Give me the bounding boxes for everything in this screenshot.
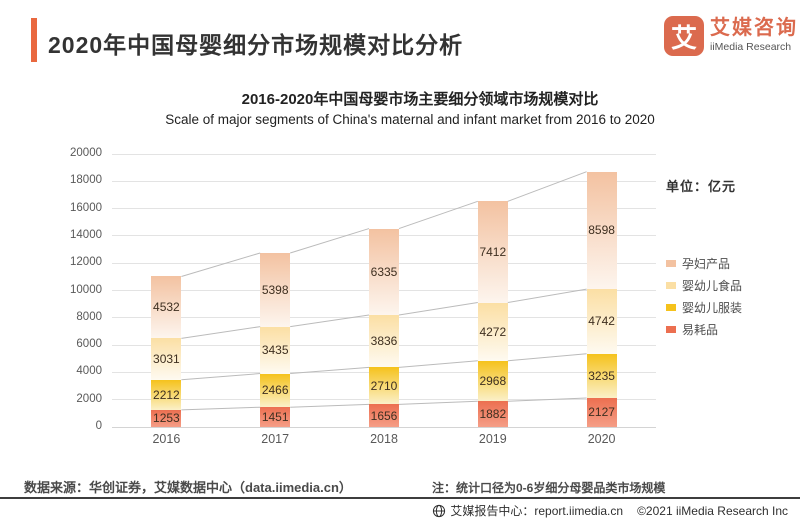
y-tick-label: 8000	[76, 310, 102, 323]
bar-value-label: 3836	[370, 334, 398, 349]
chart-title: 2016-2020年中国母婴市场主要细分领域市场规模对比	[241, 91, 599, 108]
bar-value-label: 2212	[153, 387, 180, 402]
y-tick-label: 14000	[70, 228, 102, 241]
bar-value-label: 1451	[261, 410, 289, 425]
y-tick-label: 20000	[70, 147, 102, 159]
chart-subtitle: Scale of major segments of China's mater…	[165, 112, 655, 127]
legend-item: 易耗品	[666, 318, 742, 340]
bar-segment: 1253	[151, 409, 182, 427]
bar-segment: 7412	[477, 201, 508, 303]
y-tick-label: 6000	[76, 338, 102, 351]
page-title: 2020年中国母婴细分市场规模对比分析	[48, 32, 464, 58]
bar-segment: 4272	[477, 302, 508, 361]
y-tick-label: 18000	[70, 174, 102, 187]
bar-segment: 1882	[477, 401, 508, 427]
gridline	[112, 426, 656, 428]
x-tick-label: 2017	[261, 432, 290, 446]
iimedia-logo-icon: 艾	[664, 16, 704, 56]
bar-value-label: 4742	[588, 314, 615, 329]
x-tick-label: 2018	[370, 432, 398, 446]
bar-segment: 4742	[586, 289, 617, 354]
copyright-text: ©2021 iiMedia Research Inc	[637, 503, 788, 518]
legend: 孕妇产品 婴幼儿食品 婴幼儿服装 易耗品	[666, 252, 742, 340]
bar-value-label: 4272	[479, 324, 507, 339]
iimedia-logo: 艾 艾媒咨询 iiMedia Research	[664, 16, 798, 56]
logo-text: 艾媒咨询 iiMedia Research	[710, 16, 798, 53]
statistics-note: 注：统计口径为0-6岁细分母婴品类市场规模	[432, 481, 666, 495]
bar-segment: 2212	[151, 379, 182, 410]
legend-item: 婴幼儿服装	[666, 296, 742, 318]
footer-bar: 艾媒报告中心：report.iimedia.cn ©2021 iiMedia R…	[432, 502, 788, 519]
bar-value-label: 2968	[479, 374, 507, 389]
report-center-link[interactable]: 艾媒报告中心：report.iimedia.cn	[450, 504, 624, 518]
legend-swatch-infant-food	[666, 281, 676, 289]
x-tick-label: 2016	[152, 432, 181, 446]
y-tick-label: 2000	[76, 392, 102, 405]
footer-divider	[0, 497, 800, 499]
bar-segment: 1451	[260, 407, 291, 427]
bar-value-label: 8598	[588, 223, 615, 238]
gridline	[112, 153, 656, 155]
logo-name-cn: 艾媒咨询	[710, 17, 798, 39]
x-tick-label: 2020	[587, 432, 616, 446]
bar-value-label: 1656	[370, 408, 398, 423]
y-tick-label: 12000	[70, 256, 102, 269]
plot-area: 1253 2212 3031 4532 1451 2466 3435 5398 1656 2710…	[112, 153, 656, 428]
y-tick-label: 10000	[70, 283, 102, 296]
bar-value-label: 4532	[153, 300, 180, 315]
legend-swatch-infant-clothing	[666, 303, 676, 311]
bar-segment: 8598	[586, 171, 617, 290]
bar-segment: 5398	[260, 252, 291, 327]
legend-label: 婴幼儿服装	[682, 300, 743, 315]
y-axis: 0 2000 4000 6000 8000 10000 12000 14000 16000 180…	[54, 147, 102, 432]
legend-label: 孕妇产品	[682, 256, 731, 271]
legend-item: 婴幼儿食品	[666, 274, 742, 296]
globe-icon	[432, 504, 446, 518]
legend-item: 孕妇产品	[666, 252, 742, 274]
title-accent-bar	[31, 18, 37, 62]
legend-swatch-consumables	[666, 325, 676, 333]
x-axis: 2016 2017 2018 2019 2020	[112, 432, 656, 448]
bar-value-label: 6335	[370, 264, 398, 279]
bar-value-label: 2127	[588, 405, 615, 420]
bar-segment: 3836	[369, 315, 399, 368]
data-source-note: 数据来源：华创证券，艾媒数据中心（data.iimedia.cn）	[24, 480, 352, 495]
bar-value-label: 3031	[153, 352, 180, 367]
gridline	[112, 208, 656, 210]
gridline	[112, 180, 656, 182]
bar-value-label: 1882	[479, 407, 507, 422]
bar-segment: 1656	[369, 404, 399, 427]
y-tick-label: 0	[95, 420, 102, 432]
bar-value-label: 3435	[261, 343, 289, 358]
y-tick-label: 4000	[76, 365, 102, 378]
bar-segment: 2710	[369, 367, 399, 405]
legend-label: 婴幼儿食品	[682, 278, 743, 293]
x-tick-label: 2019	[478, 432, 507, 446]
bar-value-label: 2466	[261, 383, 289, 398]
bar-segment: 3235	[586, 353, 617, 398]
bar-segment: 2127	[586, 397, 617, 427]
y-tick-label: 16000	[70, 201, 102, 214]
legend-label: 易耗品	[682, 322, 719, 337]
bar-value-label: 2710	[370, 378, 398, 393]
unit-label: 单位：亿元	[666, 179, 737, 194]
bar-segment: 4532	[151, 276, 182, 339]
bar-segment: 2466	[260, 373, 291, 408]
legend-swatch-pregnancy-products	[666, 259, 676, 267]
bar-value-label: 3235	[588, 368, 615, 383]
bar-segment: 6335	[369, 228, 399, 316]
bar-segment: 3435	[260, 326, 291, 374]
bar-value-label: 1253	[153, 411, 180, 426]
bar-segment: 2968	[477, 360, 508, 402]
logo-name-en: iiMedia Research	[710, 41, 792, 53]
bar-segment: 3031	[151, 338, 182, 380]
bar-value-label: 5398	[261, 282, 289, 297]
bar-value-label: 7412	[479, 244, 507, 259]
